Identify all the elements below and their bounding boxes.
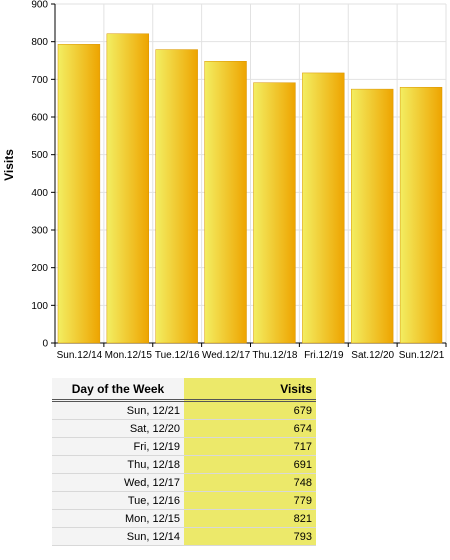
y-tick-label: 200 (31, 263, 48, 274)
day-cell: Mon, 12/15 (52, 509, 184, 528)
visits-bar-chart: 0 100 200 300 400 500 600 700 800 900 Sun.12/14 Mo… (2, 0, 447, 361)
y-tick-label: 400 (31, 188, 48, 199)
table-header-row: Day of the Week Visits (52, 378, 316, 402)
x-tick-label: Tue.12/16 (155, 350, 200, 361)
visits-table: Day of the Week Visits Sun, 12/21 679 Sat,… (52, 378, 316, 546)
y-tick-label: 500 (31, 150, 48, 161)
visits-cell: 779 (184, 491, 316, 510)
day-cell: Sat, 12/20 (52, 419, 184, 438)
visits-cell: 793 (184, 527, 316, 546)
visits-cell: 748 (184, 473, 316, 492)
bar (399, 86, 443, 344)
day-cell: Sun, 12/21 (52, 400, 184, 420)
y-tick-label: 300 (31, 226, 48, 237)
visits-cell: 679 (184, 400, 316, 420)
x-axis-tick-labels: Sun.12/14 Mon.12/15 Tue.12/16 Wed.12/17 Thu.… (57, 350, 445, 361)
table-row: Mon, 12/15 821 (52, 509, 316, 528)
x-tick-label: Mon.12/15 (105, 350, 153, 361)
table-row: Wed, 12/17 748 (52, 473, 316, 492)
y-axis-tick-labels: 0 100 200 300 400 500 600 700 800 900 (31, 0, 48, 350)
y-axis-label: Visits (2, 149, 16, 181)
table-body: Sun, 12/21 679 Sat, 12/20 674 Fri, 12/19 717 T… (52, 400, 316, 546)
visits-cell: 674 (184, 419, 316, 438)
visits-cell: 691 (184, 455, 316, 474)
x-tick-label: Sat.12/20 (351, 350, 394, 361)
y-tick-label: 100 (31, 301, 48, 312)
day-cell: Thu, 12/18 (52, 455, 184, 474)
x-tick-label: Fri.12/19 (304, 350, 344, 361)
table-row: Sun, 12/14 793 (52, 527, 316, 546)
day-cell: Tue, 12/16 (52, 491, 184, 510)
y-tick-label: 600 (31, 113, 48, 124)
column-header-visits[interactable]: Visits (184, 378, 316, 402)
x-tick-label: Sun.12/14 (57, 350, 103, 361)
y-tick-label: 0 (42, 339, 48, 350)
column-header-day[interactable]: Day of the Week (52, 378, 184, 402)
day-cell: Wed, 12/17 (52, 473, 184, 492)
x-tick-label: Wed.12/17 (202, 350, 251, 361)
day-cell: Fri, 12/19 (52, 437, 184, 456)
table-row: Fri, 12/19 717 (52, 437, 316, 456)
bar (106, 33, 149, 344)
bar (351, 88, 394, 344)
x-tick-label: Thu.12/18 (252, 350, 297, 361)
table-row: Sat, 12/20 674 (52, 419, 316, 438)
table-row: Sun, 12/21 679 (52, 400, 316, 420)
bar (155, 49, 198, 344)
table-row: Tue, 12/16 779 (52, 491, 316, 510)
bar (57, 44, 101, 344)
visits-cell: 717 (184, 437, 316, 456)
bars (57, 33, 443, 344)
bar (302, 72, 345, 344)
bar (204, 61, 247, 344)
y-tick-label: 900 (31, 0, 48, 11)
bar (253, 82, 296, 344)
y-tick-label: 800 (31, 37, 48, 48)
table-row: Thu, 12/18 691 (52, 455, 316, 474)
x-tick-label: Sun.12/21 (399, 350, 445, 361)
day-cell: Sun, 12/14 (52, 527, 184, 546)
y-tick-label: 700 (31, 75, 48, 86)
visits-cell: 821 (184, 509, 316, 528)
